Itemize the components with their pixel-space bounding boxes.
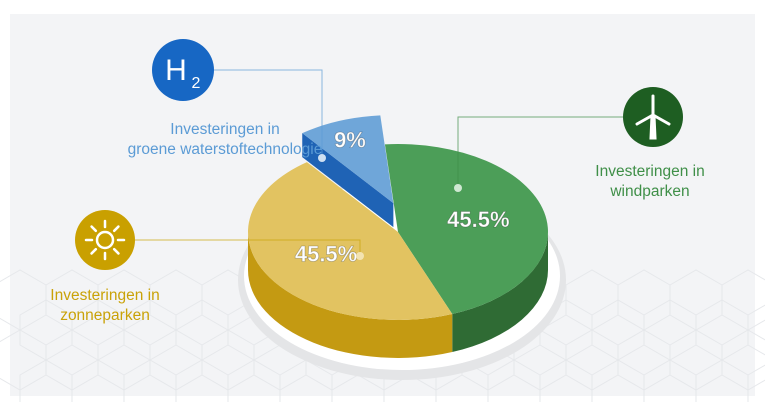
slice: [302, 115, 394, 204]
slice-label: Investeringen in zonneparken: [50, 287, 160, 324]
slice: [384, 144, 548, 315]
connector: [135, 239, 361, 256]
slice-side: [452, 232, 548, 353]
slice: [247, 162, 453, 321]
hydrogen-icon: [152, 39, 214, 101]
value-label: 45.5%: [295, 241, 357, 266]
connector-dot: [356, 252, 364, 260]
hex: [747, 364, 765, 402]
turbine: [635, 94, 671, 140]
sun-ray: [90, 247, 98, 255]
connector: [457, 116, 623, 188]
icon-symbol: H: [165, 54, 187, 87]
sun-ray: [112, 225, 120, 233]
sun-ray: [90, 225, 98, 233]
sun-ray: [112, 247, 120, 255]
slice-label: Investeringen in windparken: [595, 163, 705, 200]
sun-core: [95, 230, 115, 250]
connector: [213, 69, 323, 158]
icon-subscript: 2: [192, 75, 201, 92]
value-label: 9%: [334, 127, 366, 152]
connector-dot: [454, 184, 462, 192]
connector-dot: [318, 154, 326, 162]
hex: [747, 304, 765, 356]
sun-icon: [75, 210, 135, 270]
slice-side: [248, 232, 453, 358]
slice-label: Investeringen in groene waterstoftechnol…: [127, 121, 323, 158]
value-label: 45.5%: [447, 207, 509, 232]
